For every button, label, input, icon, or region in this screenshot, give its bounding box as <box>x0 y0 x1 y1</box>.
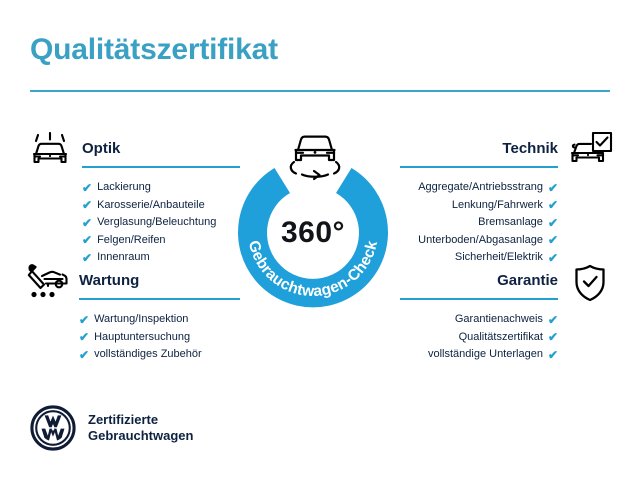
title-divider <box>30 90 610 92</box>
check-icon: ✔ <box>547 198 558 213</box>
list-item-label: Aggregate/Antriebsstrang <box>418 181 543 193</box>
check-icon: ✔ <box>82 180 93 195</box>
checklist-garantie: Garantienachweis ✔ Qualitätszertifikat ✔… <box>400 311 615 364</box>
vw-logo-icon <box>30 405 76 451</box>
check-icon: ✔ <box>547 347 558 362</box>
footer-line-1: Zertifizierte <box>88 412 159 427</box>
list-item-label: Bremsanlage <box>478 216 543 228</box>
page-title: Qualitätszertifikat <box>30 33 278 66</box>
section-divider-technik <box>400 166 558 168</box>
list-item: ✔ Verglasung/Beleuchtung <box>25 214 240 232</box>
check-icon: ✔ <box>82 198 93 213</box>
section-divider-optik <box>82 166 240 168</box>
list-item-label: Innenraum <box>97 251 150 263</box>
check-icon: ✔ <box>79 330 90 345</box>
checklist-wartung: ✔ Wartung/Inspektion ✔ Hauptuntersuchung… <box>22 311 240 364</box>
list-item: ✔ Felgen/Reifen <box>25 232 240 250</box>
section-header-wartung: Wartung <box>22 262 240 306</box>
checklist-optik: ✔ Lackierung ✔ Karosserie/Anbauteile ✔ V… <box>25 179 240 267</box>
list-item: ✔ vollständiges Zubehör <box>22 346 240 364</box>
shield-check-icon <box>565 262 615 304</box>
check-icon: ✔ <box>547 233 558 248</box>
check-icon: ✔ <box>547 180 558 195</box>
footer-brand: Zertifizierte Gebrauchtwagen <box>30 405 193 451</box>
section-divider-wartung <box>79 298 240 300</box>
check-icon: ✔ <box>547 330 558 345</box>
list-item-label: Garantienachweis <box>454 313 543 325</box>
footer-line-2: Gebrauchtwagen <box>88 428 194 443</box>
section-header-garantie: Garantie <box>400 262 615 306</box>
section-header-optik: Optik <box>25 130 240 174</box>
list-item-label: Qualitätszertifikat <box>458 330 543 343</box>
list-item: Sicherheit/Elektrik ✔ <box>400 249 615 267</box>
list-item-label: vollständige Unterlagen <box>427 348 543 360</box>
list-item: Aggregate/Antriebsstrang ✔ <box>400 179 615 197</box>
list-item: Qualitätszertifikat ✔ <box>400 329 615 347</box>
list-item: ✔ Hauptuntersuchung <box>22 329 240 347</box>
list-item-label: Lackierung <box>97 181 151 193</box>
check-icon: ✔ <box>79 347 90 362</box>
list-item-label: Unterboden/Abgasanlage <box>418 233 543 246</box>
list-item: Lenkung/Fahrwerk ✔ <box>400 197 615 215</box>
list-item-label: vollständiges Zubehör <box>94 348 202 360</box>
section-technik: Technik Aggregate/Antriebsstrang ✔ Lenku… <box>400 130 615 267</box>
list-item-label: Lenkung/Fahrwerk <box>451 198 543 211</box>
section-title-wartung: Wartung <box>79 272 140 289</box>
list-item: ✔ Innenraum <box>25 249 240 267</box>
list-item-label: Karosserie/Anbauteile <box>97 198 205 211</box>
section-title-garantie: Garantie <box>497 272 558 289</box>
check-icon: ✔ <box>547 250 558 265</box>
list-item-label: Felgen/Reifen <box>97 233 166 246</box>
list-item-label: Sicherheit/Elektrik <box>454 251 543 263</box>
list-item: Bremsanlage ✔ <box>400 214 615 232</box>
list-item: vollständige Unterlagen ✔ <box>400 346 615 364</box>
list-item: Unterboden/Abgasanlage ✔ <box>400 232 615 250</box>
check-icon: ✔ <box>547 312 558 327</box>
list-item: ✔ Wartung/Inspektion <box>22 311 240 329</box>
section-divider-garantie <box>400 298 558 300</box>
car-shine-icon <box>25 130 75 172</box>
check-icon: ✔ <box>82 215 93 230</box>
360-check-badge: Gebrauchtwagen-Check 360° <box>228 124 413 316</box>
list-item: ✔ Lackierung <box>25 179 240 197</box>
check-icon: ✔ <box>82 233 93 248</box>
check-icon: ✔ <box>79 312 90 327</box>
list-item-label: Wartung/Inspektion <box>94 313 189 325</box>
section-title-optik: Optik <box>82 140 121 157</box>
badge-center-label: 360° <box>280 216 346 249</box>
check-icon: ✔ <box>547 215 558 230</box>
section-optik: Optik ✔ Lackierung ✔ Karosserie/Anbautei… <box>25 130 240 267</box>
section-header-technik: Technik <box>400 130 615 174</box>
section-title-technik: Technik <box>502 140 558 157</box>
badge-ring: Gebrauchtwagen-Check <box>238 168 388 308</box>
list-item: ✔ Karosserie/Anbauteile <box>25 197 240 215</box>
car-checkbox-icon <box>565 130 615 172</box>
wrench-car-icon <box>22 262 72 304</box>
list-item-label: Hauptuntersuchung <box>94 330 191 343</box>
section-garantie: Garantie Garantienachweis ✔ Qualitätszer… <box>400 262 615 364</box>
footer-text: Zertifizierte Gebrauchtwagen <box>88 412 193 444</box>
car-rotation-icon <box>289 135 341 181</box>
section-wartung: Wartung ✔ Wartung/Inspektion ✔ Hauptunte… <box>22 262 240 364</box>
checklist-technik: Aggregate/Antriebsstrang ✔ Lenkung/Fahrw… <box>400 179 615 267</box>
check-icon: ✔ <box>82 250 93 265</box>
list-item: Garantienachweis ✔ <box>400 311 615 329</box>
list-item-label: Verglasung/Beleuchtung <box>97 216 217 228</box>
